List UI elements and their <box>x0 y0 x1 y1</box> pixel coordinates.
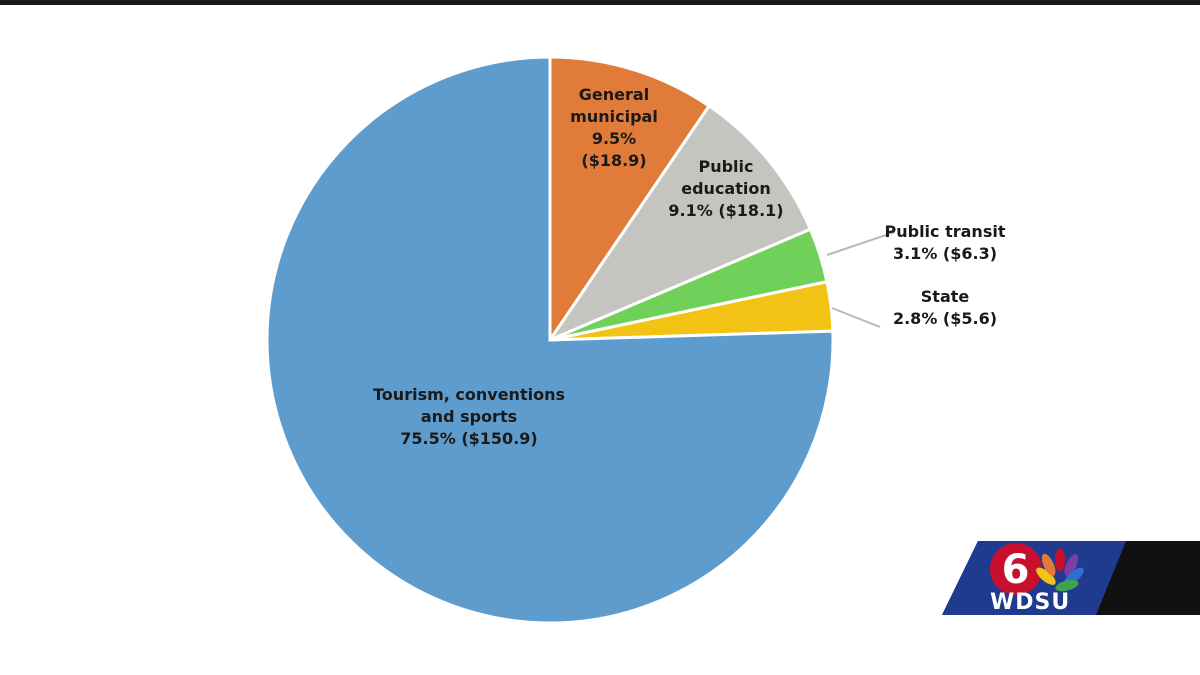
slice-label-line: Public transit <box>885 222 1006 241</box>
slice-label-line: and sports <box>421 407 517 426</box>
slice-label-line: education <box>681 179 771 198</box>
pie-slice <box>545 103 813 344</box>
slice-label: Tourism, conventions and sports 75.5% ($15… <box>373 385 565 448</box>
slice-label-line: 75.5% ($150.9) <box>400 429 537 448</box>
pie-slice <box>548 55 712 345</box>
slice-label: General municipal 9.5% ($18.9) <box>570 85 658 170</box>
logo-channel-badge <box>990 543 1042 595</box>
slice-label-line: Public <box>698 157 753 176</box>
top-frame-bar <box>0 0 1200 5</box>
peacock-icon <box>1036 548 1084 592</box>
wdsu-logo: 6 WDSU <box>942 541 1200 615</box>
slice-label-line: Tourism, conventions <box>373 385 565 404</box>
slice-label-line: municipal <box>570 107 658 126</box>
slice-label-line: General <box>579 85 649 104</box>
logo-channel-number: 6 <box>1002 547 1031 593</box>
slice-label-line: 9.1% ($18.1) <box>668 201 783 220</box>
slice-label: Public education 9.1% ($18.1) <box>668 157 783 220</box>
logo-call-letters: WDSU <box>990 590 1070 615</box>
slice-label: State 2.8% ($5.6) <box>893 287 997 328</box>
leader-line <box>831 307 881 328</box>
pie-slice <box>265 55 835 625</box>
slice-label-line: 3.1% ($6.3) <box>893 244 997 263</box>
slice-label: Public transit 3.1% ($6.3) <box>885 222 1006 263</box>
slice-label-line: ($18.9) <box>581 151 646 170</box>
leader-line <box>826 231 896 256</box>
slice-label-line: 9.5% <box>592 129 636 148</box>
slice-label-line: State <box>921 287 970 306</box>
slice-label-line: 2.8% ($5.6) <box>893 309 997 328</box>
